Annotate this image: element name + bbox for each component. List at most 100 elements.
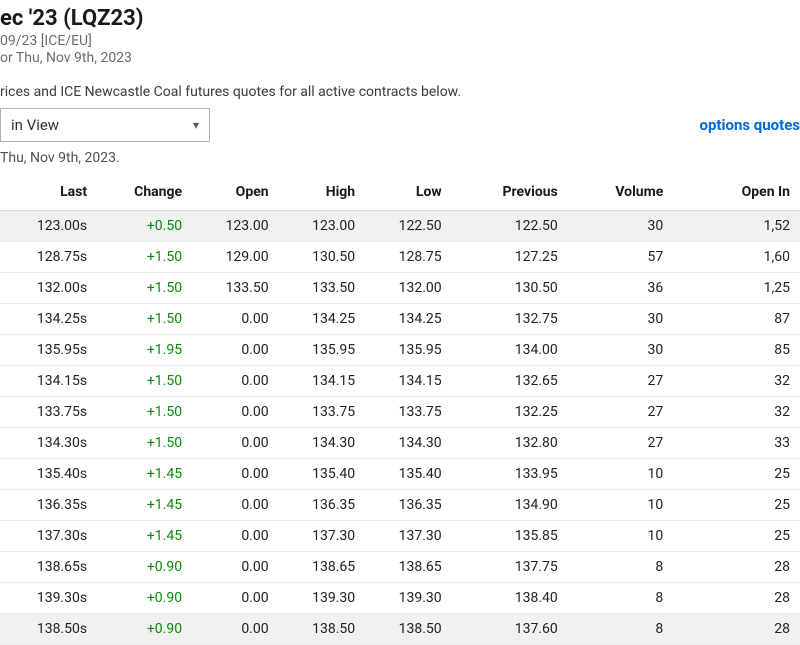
table-row[interactable]: 135.40s+1.450.00135.40135.40133.951025 (0, 459, 800, 490)
cell-previous: 134.00 (452, 335, 568, 366)
table-row[interactable]: 134.15s+1.500.00134.15134.15132.652732 (0, 366, 800, 397)
cell-volume: 8 (568, 614, 674, 645)
table-row[interactable]: 134.30s+1.500.00134.30134.30132.802733 (0, 428, 800, 459)
cell-change: +1.45 (97, 459, 192, 490)
view-dropdown-label: in View (11, 116, 59, 134)
cell-last: 134.15s (0, 366, 97, 397)
cell-openint: 28 (673, 583, 800, 614)
cell-low: 133.75 (365, 397, 452, 428)
cell-change: +1.45 (97, 490, 192, 521)
page-description: rices and ICE Newcastle Coal futures quo… (0, 74, 800, 108)
cell-change: +0.90 (97, 614, 192, 645)
cell-open: 0.00 (192, 521, 279, 552)
cell-last: 134.30s (0, 428, 97, 459)
cell-open: 0.00 (192, 366, 279, 397)
cell-volume: 27 (568, 397, 674, 428)
cell-open: 0.00 (192, 552, 279, 583)
chevron-down-icon: ▾ (193, 118, 199, 132)
page-title: ec '23 (LQZ23) (0, 6, 800, 31)
cell-previous: 133.95 (452, 459, 568, 490)
cell-volume: 30 (568, 211, 674, 242)
cell-openint: 25 (673, 521, 800, 552)
cell-volume: 8 (568, 583, 674, 614)
cell-openint: 25 (673, 490, 800, 521)
cell-openint: 85 (673, 335, 800, 366)
view-dropdown[interactable]: in View ▾ (0, 108, 210, 142)
table-row[interactable]: 137.30s+1.450.00137.30137.30135.851025 (0, 521, 800, 552)
cell-openint: 28 (673, 552, 800, 583)
cell-change: +1.50 (97, 273, 192, 304)
cell-last: 135.40s (0, 459, 97, 490)
cell-change: +1.50 (97, 242, 192, 273)
cell-previous: 122.50 (452, 211, 568, 242)
table-row[interactable]: 132.00s+1.50133.50133.50132.00130.50361,… (0, 273, 800, 304)
table-row[interactable]: 138.65s+0.900.00138.65138.65137.75828 (0, 552, 800, 583)
date-note: Thu, Nov 9th, 2023. (0, 148, 800, 176)
cell-change: +1.50 (97, 397, 192, 428)
cell-open: 0.00 (192, 583, 279, 614)
cell-volume: 10 (568, 459, 674, 490)
cell-high: 137.30 (279, 521, 366, 552)
col-openint[interactable]: Open In (673, 176, 800, 211)
cell-last: 128.75s (0, 242, 97, 273)
table-row[interactable]: 128.75s+1.50129.00130.50128.75127.25571,… (0, 242, 800, 273)
col-previous[interactable]: Previous (452, 176, 568, 211)
cell-open: 0.00 (192, 304, 279, 335)
cell-change: +1.50 (97, 366, 192, 397)
cell-previous: 127.25 (452, 242, 568, 273)
table-row[interactable]: 133.75s+1.500.00133.75133.75132.252732 (0, 397, 800, 428)
cell-volume: 10 (568, 521, 674, 552)
cell-open: 123.00 (192, 211, 279, 242)
date-meta: or Thu, Nov 9th, 2023 (0, 50, 800, 66)
cell-open: 0.00 (192, 428, 279, 459)
cell-high: 130.50 (279, 242, 366, 273)
cell-low: 138.65 (365, 552, 452, 583)
cell-previous: 138.40 (452, 583, 568, 614)
cell-last: 136.35s (0, 490, 97, 521)
cell-change: +1.50 (97, 304, 192, 335)
cell-high: 136.35 (279, 490, 366, 521)
table-row[interactable]: 139.30s+0.900.00139.30139.30138.40828 (0, 583, 800, 614)
cell-high: 135.95 (279, 335, 366, 366)
options-quotes-label: options quotes (700, 116, 800, 134)
table-row[interactable]: 134.25s+1.500.00134.25134.25132.753087 (0, 304, 800, 335)
options-quotes-link[interactable]: options quotes (700, 116, 800, 134)
cell-high: 123.00 (279, 211, 366, 242)
table-row[interactable]: 136.35s+1.450.00136.35136.35134.901025 (0, 490, 800, 521)
cell-openint: 28 (673, 614, 800, 645)
cell-openint: 1,25 (673, 273, 800, 304)
cell-change: +0.90 (97, 583, 192, 614)
cell-volume: 30 (568, 304, 674, 335)
cell-last: 137.30s (0, 521, 97, 552)
cell-volume: 27 (568, 366, 674, 397)
cell-low: 137.30 (365, 521, 452, 552)
col-volume[interactable]: Volume (568, 176, 674, 211)
cell-open: 129.00 (192, 242, 279, 273)
cell-low: 132.00 (365, 273, 452, 304)
cell-previous: 137.60 (452, 614, 568, 645)
cell-low: 139.30 (365, 583, 452, 614)
cell-previous: 132.80 (452, 428, 568, 459)
cell-openint: 32 (673, 397, 800, 428)
table-row[interactable]: 138.50s+0.900.00138.50138.50137.60828 (0, 614, 800, 645)
cell-previous: 135.85 (452, 521, 568, 552)
col-high[interactable]: High (279, 176, 366, 211)
col-last[interactable]: Last (0, 176, 97, 211)
table-row[interactable]: 135.95s+1.950.00135.95135.95134.003085 (0, 335, 800, 366)
cell-high: 135.40 (279, 459, 366, 490)
cell-high: 134.30 (279, 428, 366, 459)
cell-openint: 32 (673, 366, 800, 397)
table-row[interactable]: 123.00s+0.50123.00123.00122.50122.50301,… (0, 211, 800, 242)
cell-low: 135.95 (365, 335, 452, 366)
cell-volume: 10 (568, 490, 674, 521)
cell-low: 122.50 (365, 211, 452, 242)
cell-low: 136.35 (365, 490, 452, 521)
cell-last: 133.75s (0, 397, 97, 428)
cell-change: +0.90 (97, 552, 192, 583)
col-open[interactable]: Open (192, 176, 279, 211)
cell-high: 138.50 (279, 614, 366, 645)
col-low[interactable]: Low (365, 176, 452, 211)
col-change[interactable]: Change (97, 176, 192, 211)
cell-low: 134.25 (365, 304, 452, 335)
cell-change: +1.45 (97, 521, 192, 552)
